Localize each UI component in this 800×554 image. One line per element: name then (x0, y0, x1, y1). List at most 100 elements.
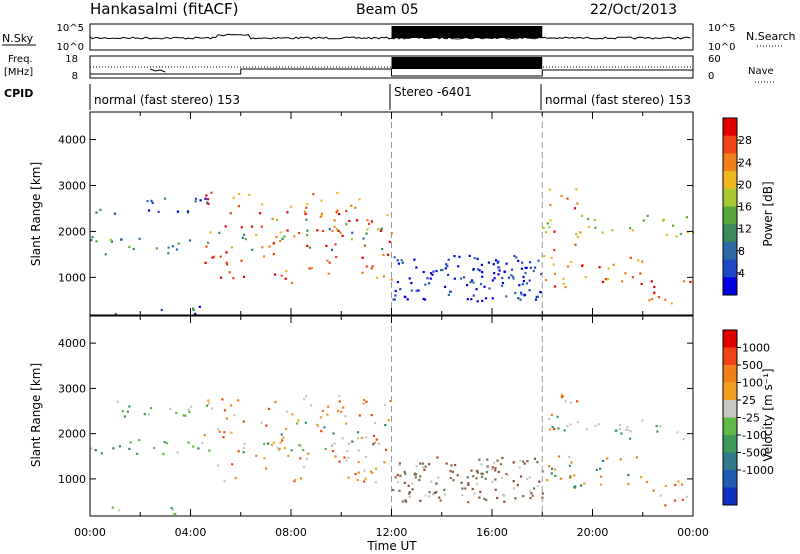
echo-pixel (297, 419, 300, 422)
echo-pixel (255, 454, 258, 457)
echo-pixel (372, 434, 376, 437)
echo-pixel (210, 191, 213, 194)
echo-pixel (276, 218, 279, 222)
echo-pixel (628, 437, 632, 440)
echo-pixel (260, 225, 263, 228)
freq-label: Freq. (8, 54, 33, 65)
echo-pixel (525, 282, 529, 285)
echo-pixel (366, 219, 369, 222)
echo-pixel (554, 468, 557, 471)
echo-pixel (273, 273, 277, 276)
y-tick-label: 1000 (58, 271, 86, 284)
echo-pixel (536, 461, 539, 464)
echo-pixel (241, 236, 244, 239)
echo-pixel (631, 229, 634, 232)
echo-pixel (299, 445, 303, 448)
echo-pixel (607, 278, 610, 281)
echo-pixel (277, 449, 280, 452)
y-tick-label: 1000 (58, 473, 86, 486)
echo-pixel (364, 455, 367, 459)
echo-pixel (394, 289, 397, 293)
echo-pixel (618, 424, 621, 427)
echo-pixel (90, 239, 93, 242)
echo-pixel (171, 245, 174, 248)
echo-pixel (244, 238, 247, 241)
echo-pixel (332, 432, 335, 435)
nave-label: Nave (748, 66, 774, 77)
echo-pixel (165, 442, 168, 445)
echo-pixel (447, 293, 450, 296)
echo-pixel (520, 291, 523, 294)
echo-pixel (203, 434, 206, 437)
echo-pixel (646, 214, 649, 217)
echo-pixel (290, 449, 293, 452)
colorbar-swatch (723, 452, 737, 471)
echo-pixel (365, 436, 368, 439)
echo-pixel (626, 426, 629, 429)
echo-pixel (401, 500, 404, 503)
echo-pixel (160, 308, 163, 312)
echo-pixel (562, 277, 565, 280)
echo-pixel (430, 480, 433, 483)
echo-pixel (356, 478, 359, 482)
echo-pixel (194, 312, 197, 315)
echo-pixel (682, 438, 685, 441)
echo-pixel (128, 245, 131, 249)
echo-pixel (340, 410, 343, 414)
echo-pixel (497, 470, 500, 473)
echo-pixel (422, 271, 425, 274)
echo-pixel (303, 398, 306, 401)
echo-pixel (396, 481, 399, 484)
echo-pixel (473, 492, 476, 495)
echo-pixel (566, 425, 569, 428)
echo-pixel (184, 414, 187, 417)
echo-pixel (327, 272, 330, 275)
echo-pixel (290, 205, 293, 208)
echo-pixel (242, 420, 245, 423)
echo-pixel (383, 461, 386, 464)
echo-pixel (438, 496, 441, 499)
echo-pixel (689, 280, 692, 284)
echo-pixel (618, 428, 622, 431)
echo-pixel (627, 483, 630, 486)
echo-pixel (380, 227, 383, 230)
echo-pixel (262, 255, 266, 258)
echo-pixel (675, 235, 678, 238)
echo-pixel (386, 214, 389, 217)
echo-pixel (662, 218, 665, 221)
echo-pixel (484, 297, 488, 300)
nave-tick-top: 60 (708, 54, 721, 65)
echo-pixel (576, 421, 579, 424)
echo-pixel (542, 226, 545, 230)
nsearch-label: N.Search (746, 30, 796, 43)
echo-pixel (230, 431, 233, 434)
echo-pixel (491, 297, 494, 300)
echo-pixel (146, 200, 149, 203)
echo-pixel (553, 285, 557, 288)
echo-pixel (406, 298, 409, 301)
colorbar-tick-label: 500 (742, 359, 763, 372)
freq-line (90, 68, 693, 77)
echo-pixel (549, 203, 552, 207)
echo-pixel (679, 232, 682, 236)
echo-pixel (279, 441, 282, 444)
echo-pixel (514, 291, 517, 295)
cpid-segment-label: normal (fast stereo) 153 (545, 93, 691, 107)
echo-pixel (95, 211, 98, 214)
echo-pixel (293, 235, 296, 238)
colorbar-tick-label: -25 (742, 412, 760, 425)
echo-pixel (229, 212, 232, 215)
echo-pixel (341, 437, 344, 440)
echo-pixel (657, 296, 661, 299)
echo-pixel (682, 280, 685, 283)
nsky-label: N.Sky (2, 32, 34, 45)
echo-pixel (396, 259, 399, 262)
echo-pixel (306, 202, 309, 206)
echo-pixel (576, 400, 579, 403)
echo-pixel (665, 233, 668, 236)
colorbar-swatch (723, 347, 737, 366)
echo-pixel (624, 272, 627, 275)
echo-pixel (454, 463, 457, 467)
colorbar-swatch (723, 330, 737, 348)
echo-pixel (280, 274, 283, 277)
